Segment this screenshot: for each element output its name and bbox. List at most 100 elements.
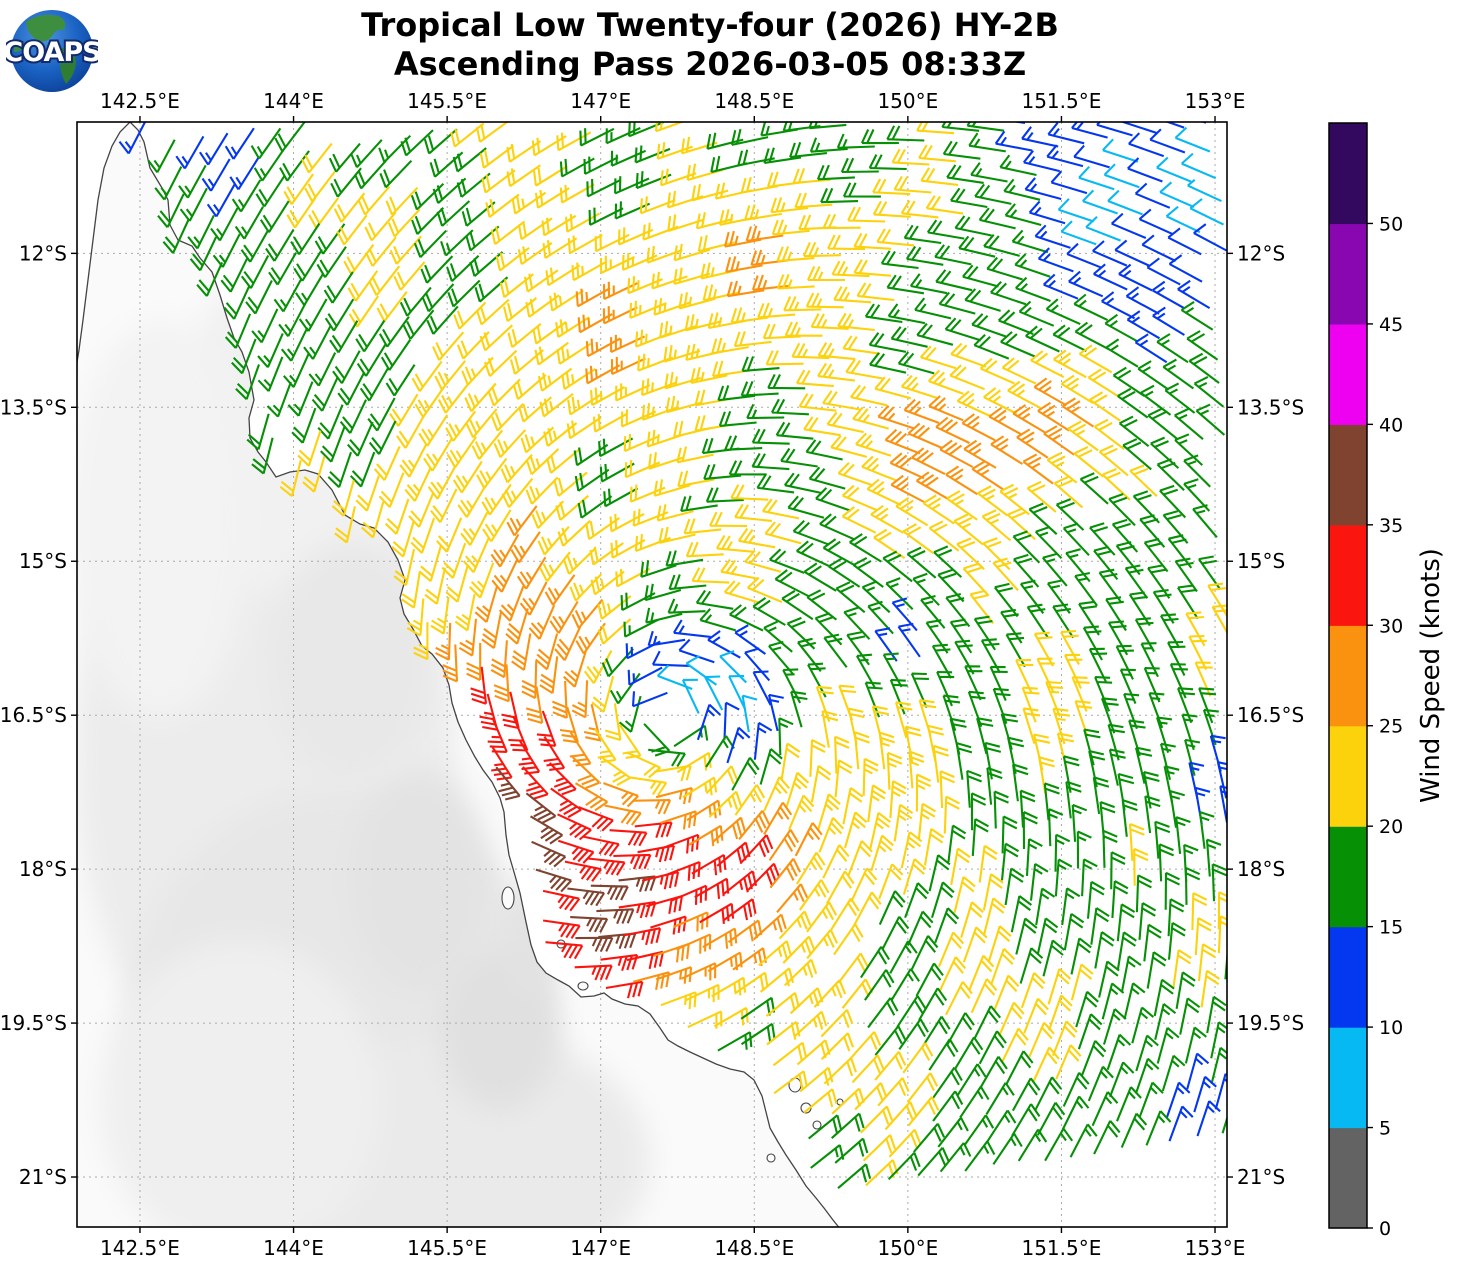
wind-barb (897, 622, 921, 658)
wind-barb (751, 428, 790, 445)
wind-barb (327, 451, 352, 489)
wind-barb (1062, 522, 1090, 557)
wind-barb (578, 806, 614, 832)
wind-barb (874, 627, 898, 662)
wind-barb (575, 287, 611, 308)
wind-barb (890, 968, 920, 1001)
wind-barb (365, 236, 397, 267)
wind-barb (376, 291, 408, 322)
wind-barb (212, 233, 241, 268)
wind-barb (542, 237, 578, 259)
wind-barb (1032, 1046, 1060, 1082)
wind-barb (1103, 163, 1140, 189)
wind-barb (618, 901, 657, 919)
wind-barb (973, 334, 1010, 360)
wind-barb (596, 908, 635, 925)
wind-barb (737, 527, 776, 549)
wind-barb (820, 1009, 854, 1038)
wind-barb (707, 312, 746, 330)
wind-barb (867, 997, 899, 1029)
wind-barb (594, 728, 617, 764)
wind-barb (1138, 902, 1157, 940)
wind-barb (795, 369, 834, 388)
wind-barb (889, 780, 907, 819)
wind-barb (699, 902, 735, 924)
wind-barb (1019, 579, 1045, 614)
wind-barb (189, 236, 218, 272)
wind-barb (567, 234, 603, 255)
wind-barb (644, 583, 682, 602)
wind-barb (651, 650, 690, 667)
wind-barb (704, 675, 724, 711)
wind-barb (575, 936, 614, 952)
wind-barb (794, 822, 823, 857)
wind-barb (290, 222, 321, 255)
y-tick-label-right: 12°S (1237, 241, 1285, 265)
wind-barb (889, 452, 925, 480)
wind-barb (1175, 816, 1191, 855)
wind-barb (685, 541, 724, 558)
wind-barb (841, 506, 877, 534)
wind-barb (1117, 387, 1149, 419)
wind-barb (993, 582, 1019, 618)
wind-barb (278, 303, 307, 337)
colorbar-segment (1329, 524, 1367, 626)
wind-barb (245, 280, 273, 315)
wind-barb (983, 897, 1006, 935)
wind-barb (1067, 420, 1099, 452)
wind-barb (680, 495, 718, 513)
wind-barb (175, 135, 205, 170)
wind-barb (206, 183, 236, 218)
wind-barb (1015, 276, 1051, 302)
wind-barb (1174, 433, 1204, 466)
wind-barb (920, 594, 946, 629)
wind-barb (423, 438, 453, 472)
wind-barb (650, 915, 687, 935)
wind-barb (347, 421, 374, 457)
wind-barb (960, 901, 984, 938)
wind-barb (350, 139, 383, 169)
wind-barb (1202, 708, 1219, 746)
wind-barb (1092, 776, 1110, 815)
island (501, 886, 515, 910)
wind-barb (791, 342, 830, 360)
wind-barb (750, 249, 789, 266)
wind-barb (1050, 170, 1088, 195)
wind-barb (446, 436, 477, 468)
wind-barb (440, 229, 474, 257)
wind-barb (723, 580, 761, 604)
wind-barb (287, 381, 314, 417)
wind-barb (849, 533, 882, 563)
wind-barb (816, 164, 855, 181)
wind-barb (658, 526, 696, 544)
wind-barb (753, 913, 787, 940)
wind-barb (1052, 603, 1075, 639)
wind-barb (882, 652, 903, 688)
wind-barb (147, 139, 176, 174)
wind-barb (803, 1088, 838, 1114)
wind-barb (928, 854, 951, 892)
wind-barb (1134, 1057, 1160, 1094)
wind-barb (413, 229, 447, 259)
wind-barb (535, 633, 559, 671)
wind-barb (705, 735, 735, 768)
wind-barb (1055, 1044, 1082, 1080)
wind-barb (354, 160, 387, 190)
colorbar-tick-label: 45 (1379, 314, 1403, 336)
wind-barb (990, 948, 1016, 985)
wind-barb (891, 148, 930, 166)
wind-barb (1167, 898, 1185, 937)
wind-barb (897, 351, 935, 375)
x-tick-label-bottom: 151.5°E (1021, 1236, 1101, 1260)
wind-barb (627, 276, 664, 295)
wind-barb (968, 954, 995, 991)
wind-barb (1169, 790, 1185, 828)
wind-barb (759, 967, 795, 993)
wind-barb (915, 962, 944, 997)
wind-barb (1014, 253, 1051, 278)
x-tick-label-top: 153°E (1185, 89, 1246, 113)
wind-barb (737, 149, 775, 167)
wind-barb (758, 940, 792, 967)
wind-barb (946, 164, 984, 184)
wind-barb (528, 604, 556, 640)
